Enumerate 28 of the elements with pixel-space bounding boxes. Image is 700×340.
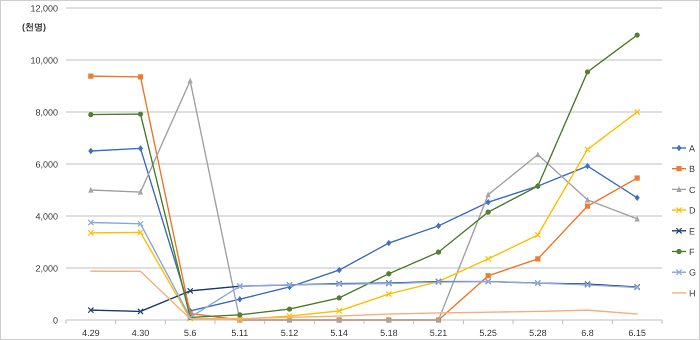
x-tick-label: 4.29 — [82, 328, 100, 338]
x-tick-label: 5.12 — [280, 328, 298, 338]
y-tick-label: 0 — [52, 316, 58, 326]
x-tick-label: 5.21 — [430, 328, 448, 338]
y-axis-title: (천명) — [22, 22, 46, 32]
x-tick-label: 5.18 — [380, 328, 398, 338]
legend-label: A — [689, 144, 696, 154]
legend-label: C — [689, 184, 696, 195]
y-tick-label: 2,000 — [35, 264, 58, 274]
x-tick-label: 6.8 — [581, 328, 594, 338]
legend-label: H — [689, 288, 696, 298]
y-tick-label: 8,000 — [35, 108, 58, 118]
x-tick-label: 5.28 — [529, 328, 547, 338]
legend-label: E — [689, 226, 696, 236]
legend-label: F — [689, 247, 695, 257]
y-tick-label: 4,000 — [35, 212, 58, 222]
x-tick-label: 4.30 — [132, 328, 150, 338]
x-tick-label: 6.15 — [628, 328, 646, 338]
y-tick-label: 12,000 — [30, 4, 58, 14]
legend-label: B — [689, 164, 696, 174]
y-tick-label: 10,000 — [30, 56, 58, 66]
x-tick-label: 5.11 — [231, 328, 248, 338]
x-tick-label: 5.14 — [330, 328, 348, 338]
legend-label: D — [689, 206, 696, 216]
legend-label: G — [689, 268, 696, 278]
x-tick-label: 5.25 — [479, 328, 497, 338]
x-tick-label: 5.6 — [184, 328, 196, 338]
y-tick-label: 6,000 — [35, 160, 58, 170]
